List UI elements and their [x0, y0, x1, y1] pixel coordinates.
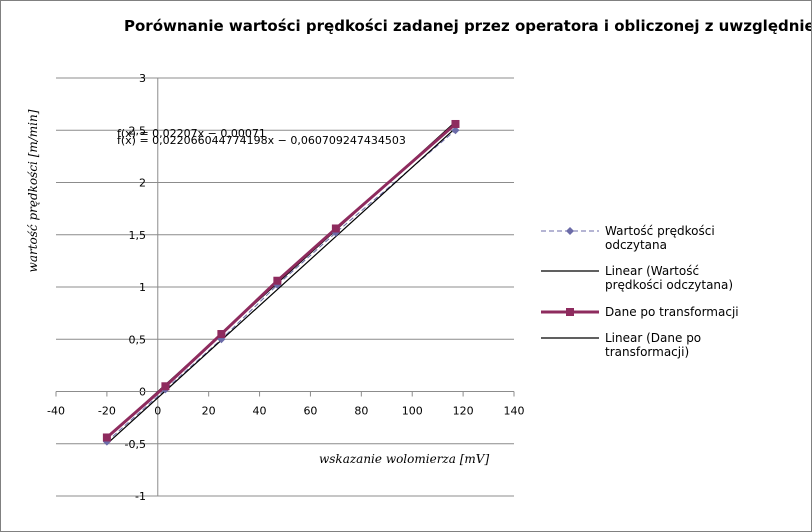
- legend-swatch-marker: [566, 227, 574, 235]
- series-odczytana-line: [106, 129, 456, 443]
- x-axis-title: wskazanie wolomierza [mV]: [319, 452, 489, 466]
- legend-odczytana-label: odczytana: [605, 238, 667, 252]
- y-tick-label: 2: [139, 177, 146, 190]
- x-tick-label: 120: [453, 405, 474, 418]
- y-tick-label: 3: [139, 72, 146, 85]
- x-tick-label: 60: [303, 405, 317, 418]
- x-tick-label: 0: [154, 405, 161, 418]
- x-tick-label: 40: [253, 405, 267, 418]
- legend-linear-transformacja-label: transformacji): [605, 345, 689, 359]
- trendline-equation-2: f(x) = 0,022066044774198x − 0,0607092474…: [117, 134, 406, 147]
- y-axis-title: wartość prędkości [m/min]: [26, 109, 40, 272]
- x-tick-label: -40: [47, 405, 65, 418]
- legend-linear-transformacja-label: Linear (Dane po: [605, 331, 701, 345]
- legend-linear-odczytana-label: prędkości odczytana): [605, 278, 733, 292]
- x-tick-label: 140: [504, 405, 525, 418]
- data-point-transformacja: [161, 382, 170, 391]
- legend-odczytana-label: Wartość prędkości: [605, 224, 715, 238]
- y-tick-label: 0,5: [129, 333, 147, 346]
- x-tick-label: 100: [402, 405, 423, 418]
- data-point-odczytana: [451, 126, 460, 135]
- x-tick-label: -20: [98, 405, 116, 418]
- x-tick-label: 80: [354, 405, 368, 418]
- y-tick-label: 1: [139, 281, 146, 294]
- y-tick-label: 2,5: [129, 124, 147, 137]
- trendline-transformacja: [106, 127, 456, 445]
- data-point-transformacja: [217, 330, 226, 339]
- y-tick-label: 1,5: [129, 229, 147, 242]
- data-point-transformacja: [102, 433, 111, 442]
- legend-swatch-marker: [566, 308, 574, 316]
- trendline-equation-1: f(x) = 0,02207x − 0,00071: [117, 127, 266, 140]
- data-point-transformacja: [331, 224, 340, 233]
- series-layer: [102, 119, 460, 446]
- y-tick-label: -0,5: [125, 438, 146, 451]
- x-tick-label: 20: [202, 405, 216, 418]
- y-tick-label: -1: [135, 490, 146, 503]
- legend-transformacja-label: Dane po transformacji: [605, 305, 739, 319]
- axis-layer: -1-0,500,511,522,53-40-20020406080100120…: [47, 72, 524, 503]
- chart-title: Porównanie wartości prędkości zadanej pr…: [124, 17, 811, 35]
- legend-linear-odczytana-label: Linear (Wartość: [605, 264, 699, 278]
- data-point-transformacja: [451, 119, 460, 128]
- series-transformacja-line: [105, 122, 457, 439]
- data-point-transformacja: [273, 276, 282, 285]
